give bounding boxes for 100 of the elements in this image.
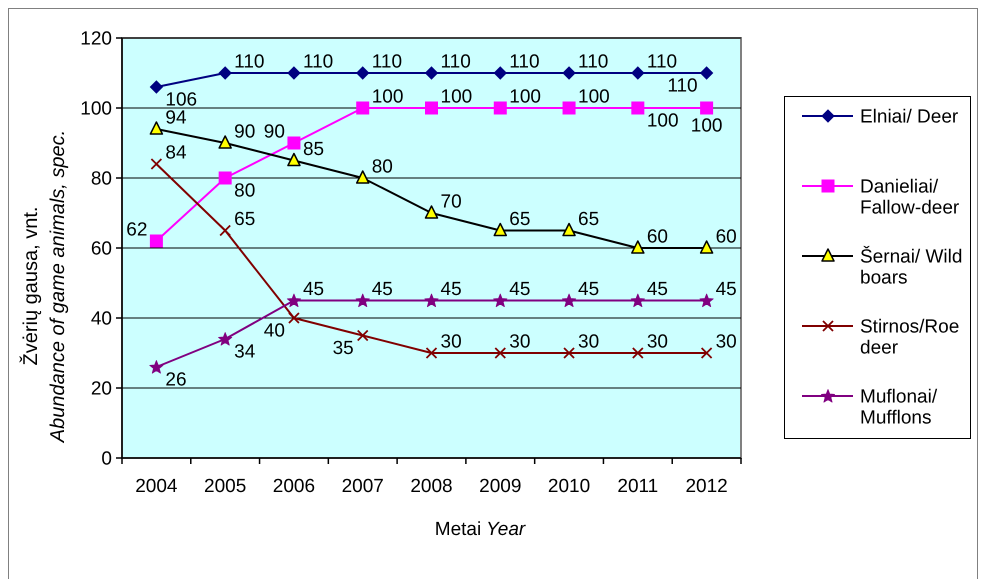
- point: [150, 121, 164, 135]
- data-label: 45: [440, 279, 462, 300]
- point: [356, 294, 370, 308]
- data-label: 110: [372, 52, 402, 73]
- data-label: 90: [234, 122, 256, 143]
- data-label: 30: [646, 332, 668, 353]
- x-tick-label: 2005: [204, 476, 246, 497]
- point: [700, 240, 714, 254]
- data-label: 90: [264, 122, 285, 143]
- point: [700, 294, 714, 308]
- data-label: 80: [234, 180, 256, 202]
- point: [218, 172, 232, 184]
- point: [426, 347, 438, 359]
- data-label: 60: [646, 226, 668, 248]
- data-label: 30: [440, 332, 462, 353]
- y-tick-label: 80: [90, 168, 112, 190]
- point: [287, 152, 301, 166]
- point: [632, 347, 644, 359]
- legend-label: Muflonai/ Mufflons: [860, 386, 938, 429]
- y-tick-label: 120: [80, 28, 112, 50]
- point: [563, 347, 575, 359]
- point: [494, 66, 507, 80]
- point: [356, 102, 370, 114]
- data-label: 65: [509, 209, 530, 230]
- data-label: 65: [234, 209, 256, 230]
- data-label: 100: [646, 110, 679, 132]
- data-label: 100: [690, 116, 722, 137]
- data-label: 30: [716, 332, 737, 353]
- point: [631, 240, 645, 254]
- y-tick-label: 20: [90, 378, 112, 400]
- point: [356, 66, 370, 80]
- x-tick-label: 2009: [479, 476, 522, 497]
- point: [425, 66, 438, 80]
- data-label: 34: [234, 342, 256, 363]
- point: [218, 135, 232, 149]
- data-label: 65: [578, 209, 600, 230]
- x-tick-label: 2007: [342, 476, 384, 497]
- x-axis-title: Metai Year: [434, 519, 526, 540]
- point: [493, 294, 508, 308]
- data-label: 110: [234, 52, 264, 73]
- data-label: 40: [264, 320, 285, 342]
- y-tick-label: 60: [90, 238, 112, 260]
- data-label: 45: [716, 279, 737, 300]
- data-label: 100: [440, 86, 472, 108]
- data-label: 45: [509, 279, 530, 300]
- point: [494, 102, 507, 114]
- x-tick-label: 2010: [548, 476, 590, 497]
- point: [424, 294, 439, 308]
- data-label: 110: [667, 76, 698, 97]
- data-label: 80: [372, 156, 393, 178]
- point: [700, 66, 714, 80]
- data-label: 110: [440, 52, 471, 73]
- x-tick-label: 2008: [410, 476, 453, 497]
- point: [287, 66, 300, 80]
- data-label: 26: [165, 370, 187, 391]
- data-label: 62: [126, 220, 148, 241]
- point: [425, 102, 438, 114]
- legend-label: Šernai/ Wild boars: [860, 246, 962, 289]
- point: [218, 332, 232, 346]
- data-label: 100: [372, 86, 404, 108]
- point: [218, 66, 232, 80]
- point: [149, 360, 164, 374]
- point: [562, 222, 576, 236]
- point: [630, 294, 645, 308]
- x-tick-label: 2012: [685, 476, 728, 497]
- point: [494, 222, 508, 236]
- point: [700, 102, 714, 114]
- data-label: 85: [302, 139, 324, 160]
- point: [356, 170, 370, 184]
- data-label: 84: [165, 142, 187, 164]
- point: [287, 136, 300, 150]
- point: [219, 224, 232, 236]
- y-tick-label: 100: [80, 98, 112, 120]
- data-label: 110: [646, 52, 678, 73]
- point: [150, 80, 163, 94]
- data-label: 45: [646, 279, 668, 300]
- point: [424, 205, 438, 219]
- point: [150, 158, 162, 170]
- point: [700, 347, 713, 359]
- data-label: 35: [332, 338, 354, 360]
- data-label: 45: [372, 279, 393, 300]
- data-label: 100: [578, 86, 610, 108]
- point: [286, 294, 301, 308]
- data-label: 30: [578, 332, 600, 353]
- data-label: 60: [716, 226, 737, 248]
- data-label: 110: [578, 52, 608, 73]
- data-label: 45: [302, 279, 324, 300]
- data-label: 100: [509, 86, 541, 108]
- point: [150, 234, 163, 248]
- point: [562, 66, 576, 80]
- y-axis-title: Žvėrių gausa, vnt. Abundance of game animals, spec.: [19, 130, 69, 444]
- x-tick-label: 2006: [272, 476, 316, 497]
- point: [356, 330, 369, 342]
- x-tick-label: 2011: [617, 476, 658, 497]
- data-label: 110: [302, 52, 334, 73]
- y-tick-label: 0: [101, 448, 112, 470]
- legend-label: Danieliai/ Fallow-deer: [860, 176, 960, 219]
- y-tick-label: 40: [90, 308, 112, 330]
- point: [631, 66, 644, 80]
- point: [631, 102, 644, 114]
